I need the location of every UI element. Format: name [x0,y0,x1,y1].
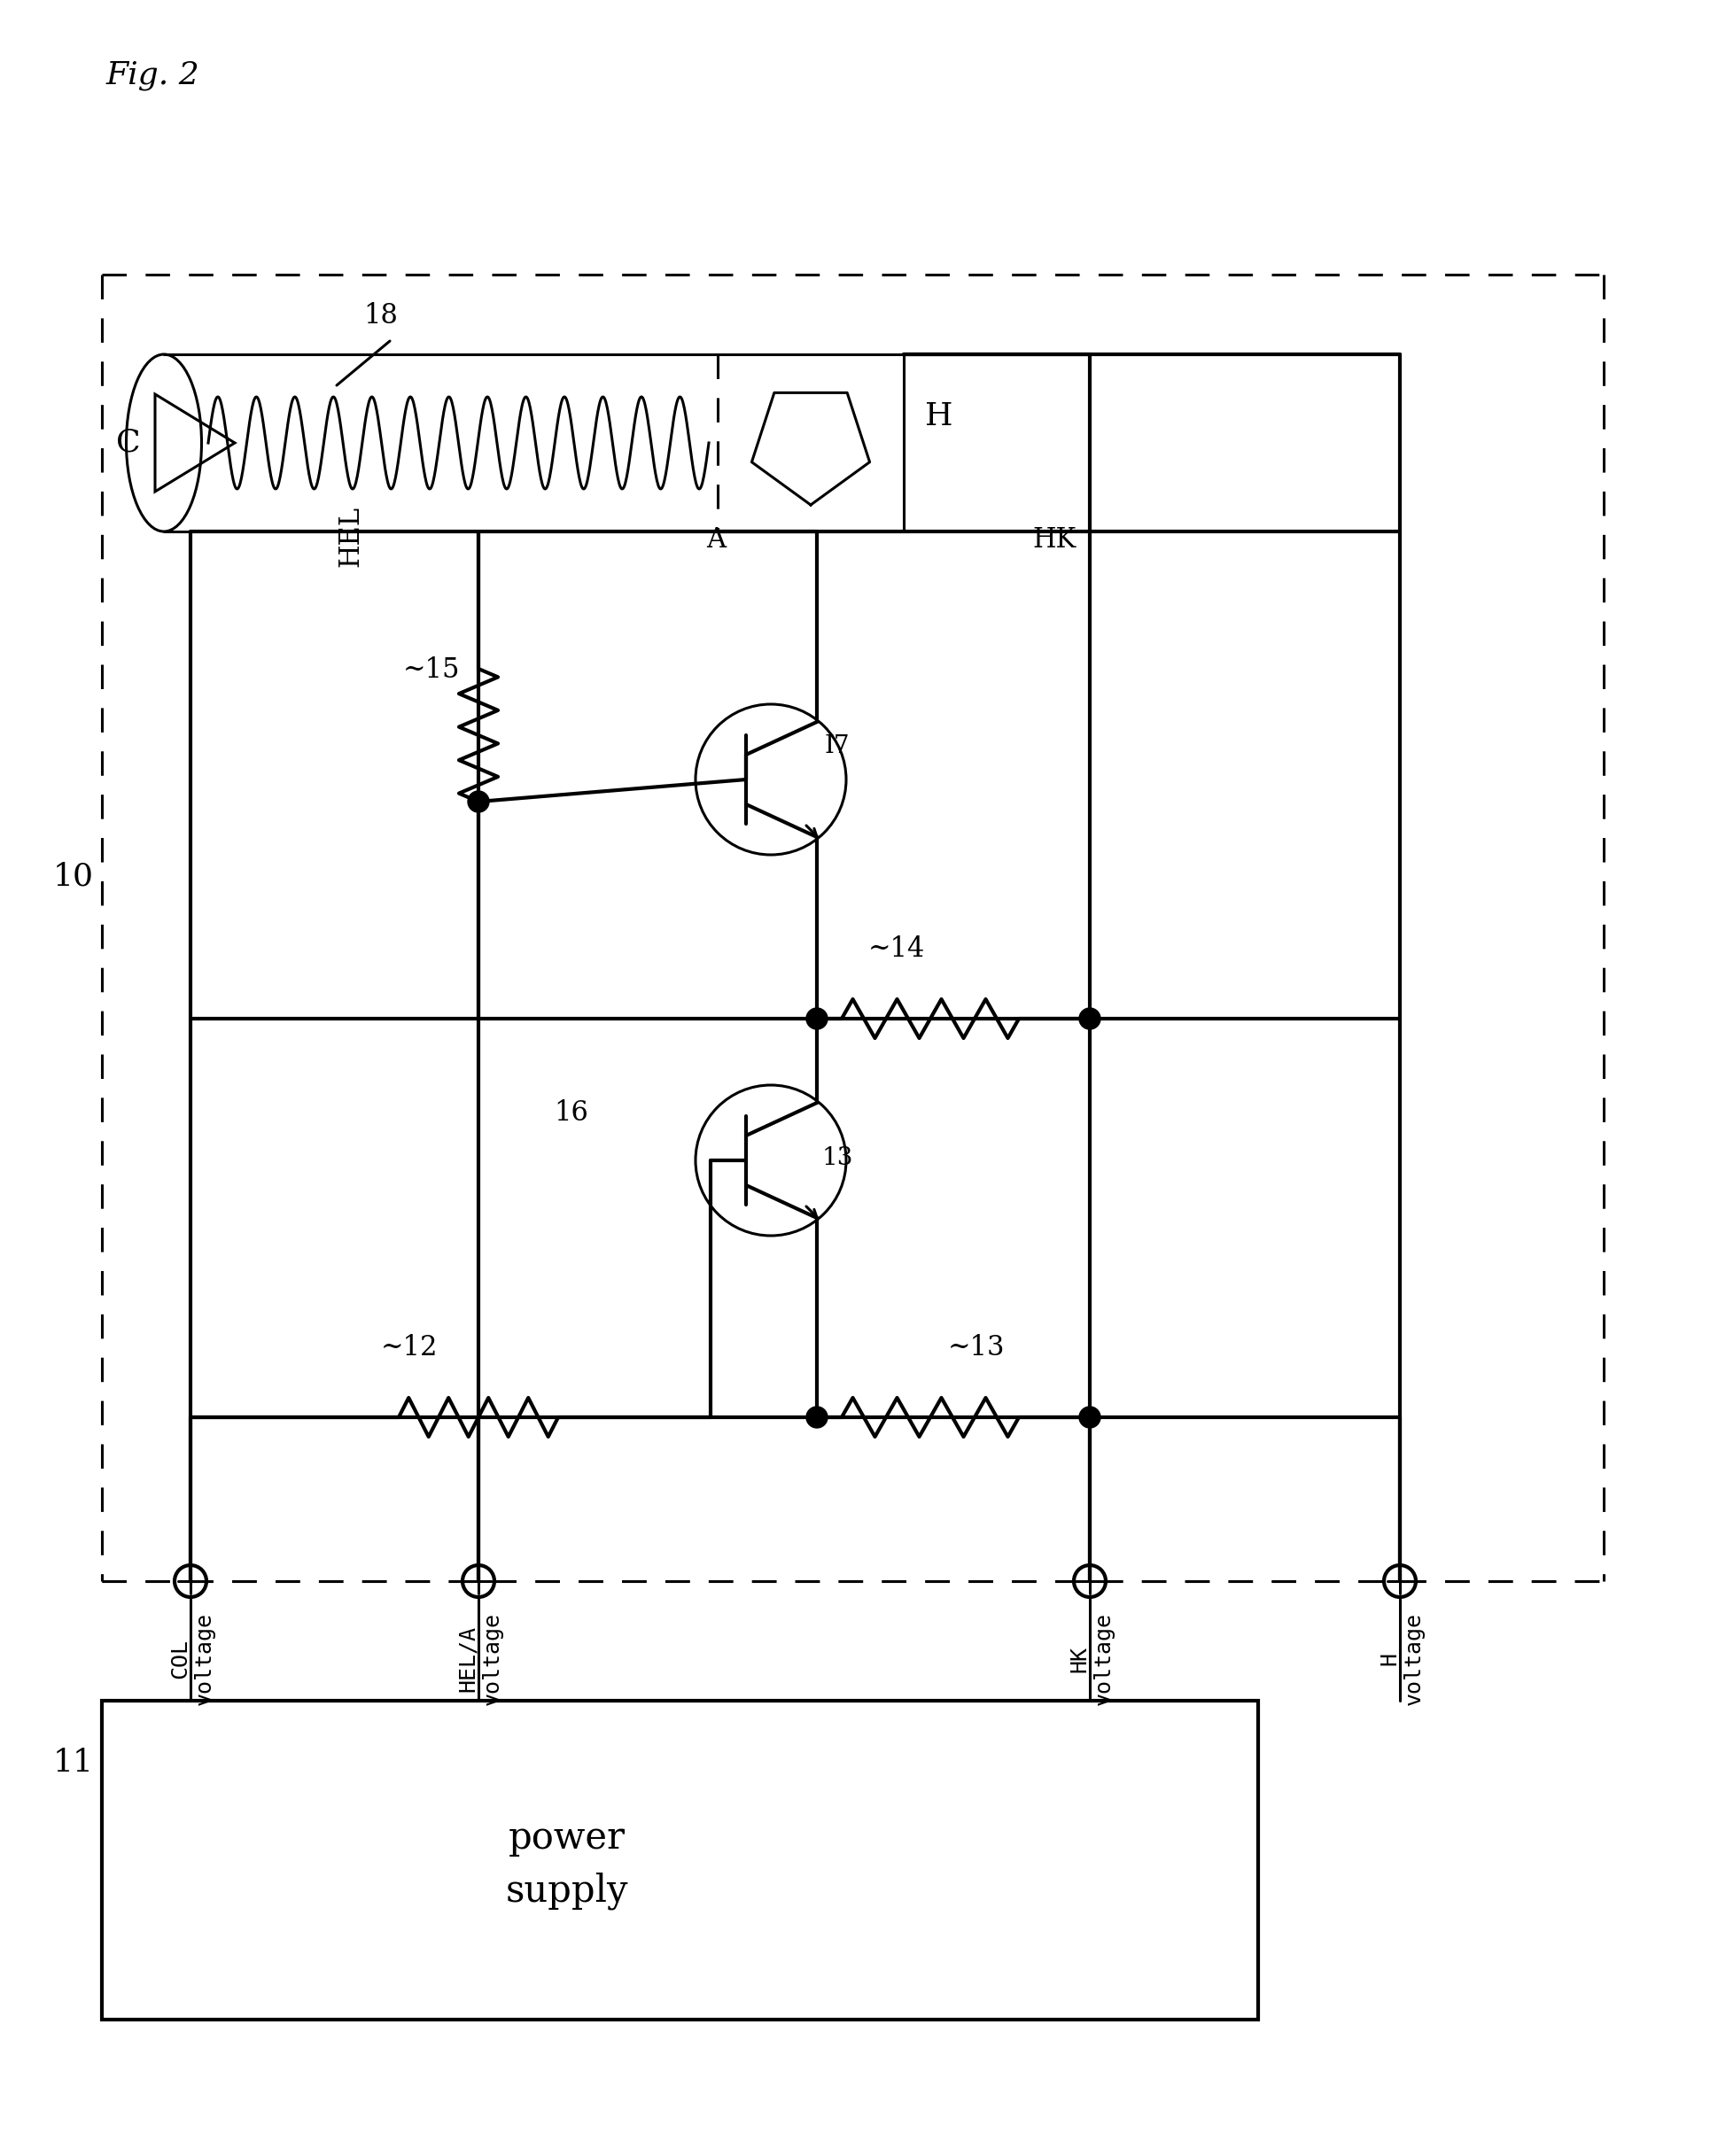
Text: ~12: ~12 [381,1335,438,1360]
Text: I7: I7 [824,735,850,759]
Circle shape [807,1406,828,1427]
Text: 16: 16 [554,1100,588,1128]
Circle shape [1079,1406,1101,1427]
Text: H
voltage: H voltage [1378,1613,1424,1705]
Text: HEL: HEL [337,507,364,567]
Circle shape [807,1009,828,1028]
Text: ~13: ~13 [947,1335,1005,1360]
Bar [103,1701,1259,2020]
Text: ~15: ~15 [404,655,460,683]
Text: HK
voltage: HK voltage [1069,1613,1115,1705]
Text: COL
voltage: COL voltage [169,1613,215,1705]
Text: C: C [116,427,140,457]
Text: Fig. 2: Fig. 2 [106,60,200,91]
Text: 11: 11 [53,1749,94,1779]
Text: 13: 13 [823,1147,853,1171]
Text: H: H [925,401,952,431]
Circle shape [1079,1009,1101,1028]
Text: power
supply: power supply [506,1820,628,1910]
Text: A: A [706,526,725,554]
Text: 18: 18 [363,302,398,330]
Text: 10: 10 [53,862,94,893]
Text: HK: HK [1033,526,1076,554]
Text: ~14: ~14 [869,936,925,964]
Circle shape [469,791,489,813]
Text: HEL/A
voltage: HEL/A voltage [457,1613,503,1705]
